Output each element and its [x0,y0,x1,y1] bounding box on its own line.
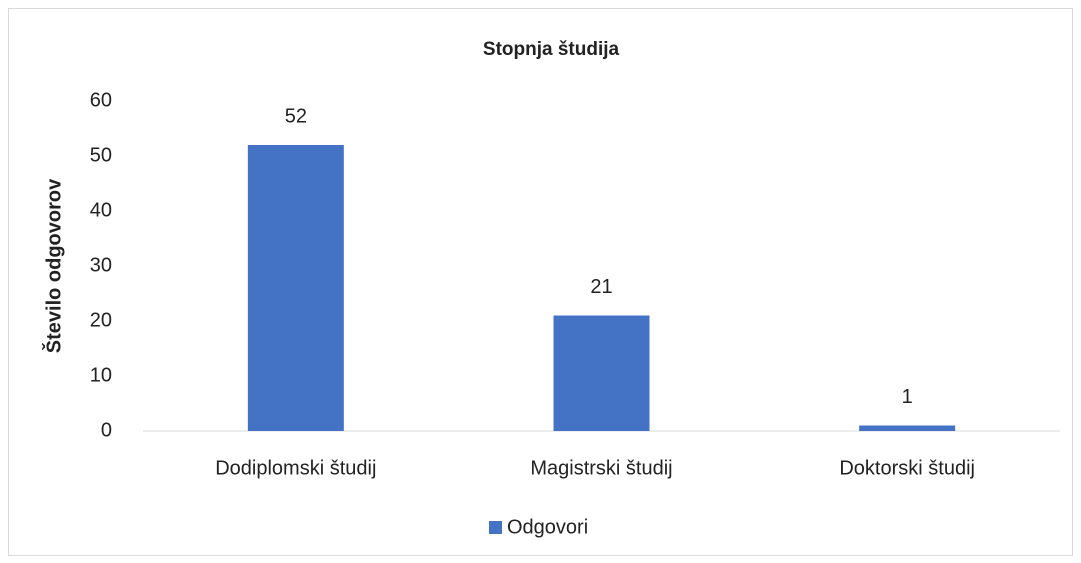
legend-swatch [489,521,502,534]
bar [247,145,344,431]
chart-title: Stopnja študija [483,39,620,60]
bar [553,315,650,431]
y-tick-label: 40 [90,199,112,221]
y-tick-label: 50 [90,144,112,166]
y-tick-label: 0 [101,419,112,441]
x-tick-label: Dodiplomski študij [215,457,376,479]
y-tick-label: 20 [90,309,112,331]
y-tick-label: 60 [90,89,112,111]
chart-border [8,8,1073,556]
y-axis-label: Število odgovorov [41,178,65,353]
data-label: 1 [902,386,913,408]
data-label: 21 [590,276,612,298]
y-tick-label: 10 [90,364,112,386]
x-tick-label: Doktorski študij [839,457,975,479]
y-tick-label: 30 [90,254,112,276]
x-tick-label: Magistrski študij [530,457,672,479]
bar [859,425,956,431]
data-label: 52 [285,105,307,127]
legend-label: Odgovori [507,516,588,538]
